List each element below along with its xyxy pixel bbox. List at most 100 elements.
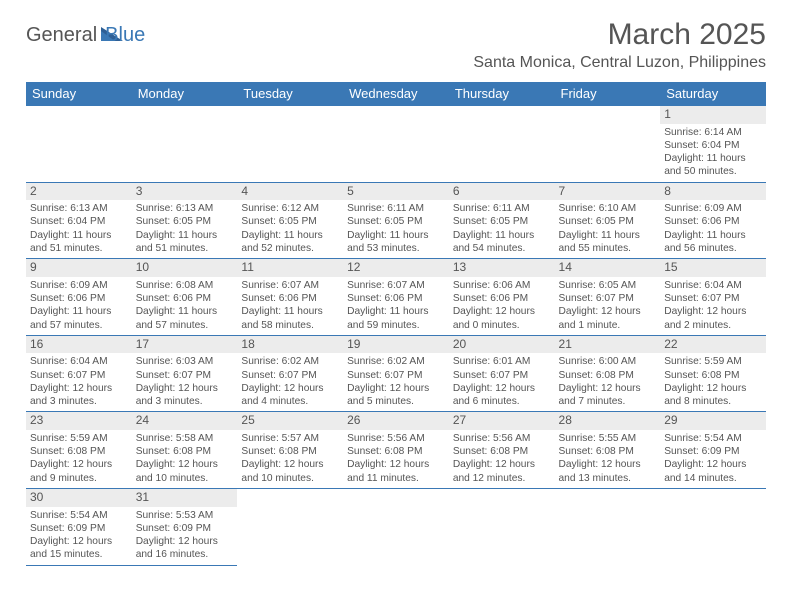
- day-details: Sunrise: 6:07 AMSunset: 6:06 PMDaylight:…: [347, 279, 445, 332]
- day-sunrise: Sunrise: 6:13 AM: [30, 202, 128, 215]
- day-sunrise: Sunrise: 6:03 AM: [136, 355, 234, 368]
- calendar-day-cell: [449, 106, 555, 183]
- day-sunrise: Sunrise: 6:04 AM: [664, 279, 762, 292]
- day-day1: Daylight: 12 hours: [664, 305, 762, 318]
- day-day2: and 9 minutes.: [30, 472, 128, 485]
- day-details: Sunrise: 6:11 AMSunset: 6:05 PMDaylight:…: [347, 202, 445, 255]
- weekday-header: Saturday: [660, 82, 766, 106]
- day-sunrise: Sunrise: 6:09 AM: [664, 202, 762, 215]
- day-day1: Daylight: 12 hours: [453, 382, 551, 395]
- day-day1: Daylight: 12 hours: [30, 458, 128, 471]
- title-block: March 2025 Santa Monica, Central Luzon, …: [473, 18, 766, 72]
- logo-text-blue: Blue: [105, 24, 145, 47]
- calendar-day-cell: 8Sunrise: 6:09 AMSunset: 6:06 PMDaylight…: [660, 182, 766, 259]
- weekday-header-row: Sunday Monday Tuesday Wednesday Thursday…: [26, 82, 766, 106]
- day-day1: Daylight: 12 hours: [559, 382, 657, 395]
- day-day1: Daylight: 11 hours: [347, 229, 445, 242]
- day-details: Sunrise: 6:05 AMSunset: 6:07 PMDaylight:…: [559, 279, 657, 332]
- day-day1: Daylight: 12 hours: [136, 535, 234, 548]
- day-day2: and 1 minute.: [559, 319, 657, 332]
- day-sunrise: Sunrise: 5:56 AM: [453, 432, 551, 445]
- day-number: 1: [660, 106, 766, 124]
- day-day1: Daylight: 11 hours: [30, 229, 128, 242]
- day-number: 4: [237, 183, 343, 201]
- day-sunset: Sunset: 6:06 PM: [664, 215, 762, 228]
- calendar-day-cell: [26, 106, 132, 183]
- day-day1: Daylight: 12 hours: [559, 458, 657, 471]
- day-details: Sunrise: 6:04 AMSunset: 6:07 PMDaylight:…: [664, 279, 762, 332]
- day-day2: and 11 minutes.: [347, 472, 445, 485]
- day-sunset: Sunset: 6:07 PM: [664, 292, 762, 305]
- day-details: Sunrise: 6:03 AMSunset: 6:07 PMDaylight:…: [136, 355, 234, 408]
- day-day2: and 10 minutes.: [136, 472, 234, 485]
- day-sunset: Sunset: 6:05 PM: [559, 215, 657, 228]
- day-number: 21: [555, 336, 661, 354]
- day-number: 24: [132, 412, 238, 430]
- day-details: Sunrise: 6:14 AMSunset: 6:04 PMDaylight:…: [664, 126, 762, 179]
- day-sunset: Sunset: 6:08 PM: [559, 369, 657, 382]
- day-day1: Daylight: 11 hours: [664, 152, 762, 165]
- day-sunset: Sunset: 6:06 PM: [241, 292, 339, 305]
- weekday-header: Monday: [132, 82, 238, 106]
- day-day1: Daylight: 12 hours: [347, 458, 445, 471]
- calendar-day-cell: 22Sunrise: 5:59 AMSunset: 6:08 PMDayligh…: [660, 335, 766, 412]
- day-details: Sunrise: 6:09 AMSunset: 6:06 PMDaylight:…: [664, 202, 762, 255]
- calendar-day-cell: [555, 488, 661, 565]
- day-day1: Daylight: 11 hours: [136, 305, 234, 318]
- calendar-day-cell: 28Sunrise: 5:55 AMSunset: 6:08 PMDayligh…: [555, 412, 661, 489]
- day-number: 7: [555, 183, 661, 201]
- day-number: 10: [132, 259, 238, 277]
- day-day2: and 51 minutes.: [136, 242, 234, 255]
- calendar-day-cell: [237, 106, 343, 183]
- day-details: Sunrise: 5:59 AMSunset: 6:08 PMDaylight:…: [664, 355, 762, 408]
- day-details: Sunrise: 6:06 AMSunset: 6:06 PMDaylight:…: [453, 279, 551, 332]
- day-number: 22: [660, 336, 766, 354]
- calendar-day-cell: 26Sunrise: 5:56 AMSunset: 6:08 PMDayligh…: [343, 412, 449, 489]
- day-sunrise: Sunrise: 6:07 AM: [241, 279, 339, 292]
- day-sunrise: Sunrise: 6:00 AM: [559, 355, 657, 368]
- day-number: 31: [132, 489, 238, 507]
- day-day2: and 0 minutes.: [453, 319, 551, 332]
- topbar: General Blue March 2025 Santa Monica, Ce…: [26, 18, 766, 72]
- day-sunrise: Sunrise: 6:14 AM: [664, 126, 762, 139]
- day-details: Sunrise: 6:13 AMSunset: 6:04 PMDaylight:…: [30, 202, 128, 255]
- calendar-day-cell: 1 Sunrise: 6:14 AMSunset: 6:04 PMDaylight…: [660, 106, 766, 183]
- day-day2: and 4 minutes.: [241, 395, 339, 408]
- calendar-week-row: 23Sunrise: 5:59 AMSunset: 6:08 PMDayligh…: [26, 412, 766, 489]
- day-details: Sunrise: 5:53 AMSunset: 6:09 PMDaylight:…: [136, 509, 234, 562]
- day-details: Sunrise: 5:57 AMSunset: 6:08 PMDaylight:…: [241, 432, 339, 485]
- day-day2: and 57 minutes.: [30, 319, 128, 332]
- day-sunset: Sunset: 6:06 PM: [453, 292, 551, 305]
- day-sunset: Sunset: 6:08 PM: [136, 445, 234, 458]
- day-day1: Daylight: 12 hours: [30, 535, 128, 548]
- day-details: Sunrise: 5:59 AMSunset: 6:08 PMDaylight:…: [30, 432, 128, 485]
- day-sunset: Sunset: 6:07 PM: [559, 292, 657, 305]
- day-sunrise: Sunrise: 6:04 AM: [30, 355, 128, 368]
- day-sunrise: Sunrise: 6:01 AM: [453, 355, 551, 368]
- day-sunset: Sunset: 6:09 PM: [136, 522, 234, 535]
- day-sunrise: Sunrise: 5:59 AM: [30, 432, 128, 445]
- day-day1: Daylight: 11 hours: [453, 229, 551, 242]
- day-number: 2: [26, 183, 132, 201]
- day-day2: and 58 minutes.: [241, 319, 339, 332]
- day-number: 17: [132, 336, 238, 354]
- day-details: Sunrise: 6:07 AMSunset: 6:06 PMDaylight:…: [241, 279, 339, 332]
- day-sunrise: Sunrise: 5:59 AM: [664, 355, 762, 368]
- day-sunset: Sunset: 6:05 PM: [241, 215, 339, 228]
- day-details: Sunrise: 6:00 AMSunset: 6:08 PMDaylight:…: [559, 355, 657, 408]
- day-number: 30: [26, 489, 132, 507]
- calendar-day-cell: 19Sunrise: 6:02 AMSunset: 6:07 PMDayligh…: [343, 335, 449, 412]
- day-sunset: Sunset: 6:08 PM: [664, 369, 762, 382]
- day-day2: and 51 minutes.: [30, 242, 128, 255]
- day-day2: and 6 minutes.: [453, 395, 551, 408]
- weekday-header: Wednesday: [343, 82, 449, 106]
- day-day1: Daylight: 12 hours: [136, 458, 234, 471]
- day-day1: Daylight: 12 hours: [453, 458, 551, 471]
- day-number: 16: [26, 336, 132, 354]
- day-details: Sunrise: 6:10 AMSunset: 6:05 PMDaylight:…: [559, 202, 657, 255]
- day-sunset: Sunset: 6:08 PM: [453, 445, 551, 458]
- day-number: 13: [449, 259, 555, 277]
- day-sunset: Sunset: 6:04 PM: [30, 215, 128, 228]
- day-sunrise: Sunrise: 5:57 AM: [241, 432, 339, 445]
- calendar-day-cell: 25Sunrise: 5:57 AMSunset: 6:08 PMDayligh…: [237, 412, 343, 489]
